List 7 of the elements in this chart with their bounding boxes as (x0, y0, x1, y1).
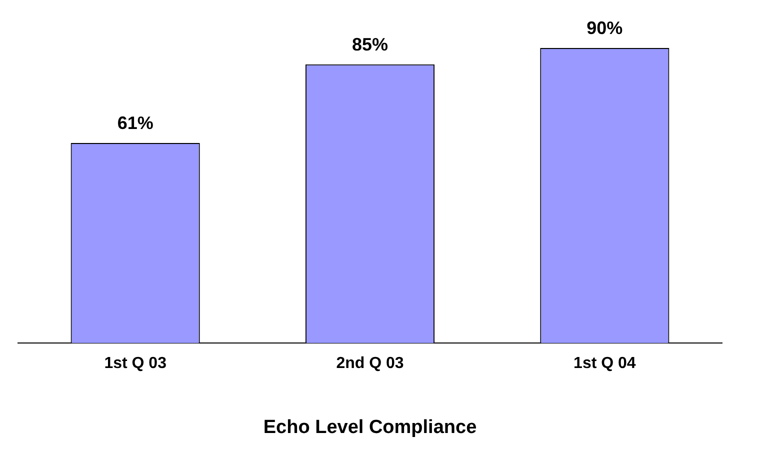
x-tick-label: 2nd Q 03 (336, 355, 404, 372)
x-axis-title: Echo Level Compliance (263, 416, 477, 438)
data-label: 90% (586, 18, 623, 38)
data-label: 85% (352, 34, 388, 54)
data-label: 61% (117, 113, 154, 134)
x-tick-label: 1st Q 04 (574, 355, 636, 372)
x-tick-label: 1st Q 03 (104, 355, 167, 372)
